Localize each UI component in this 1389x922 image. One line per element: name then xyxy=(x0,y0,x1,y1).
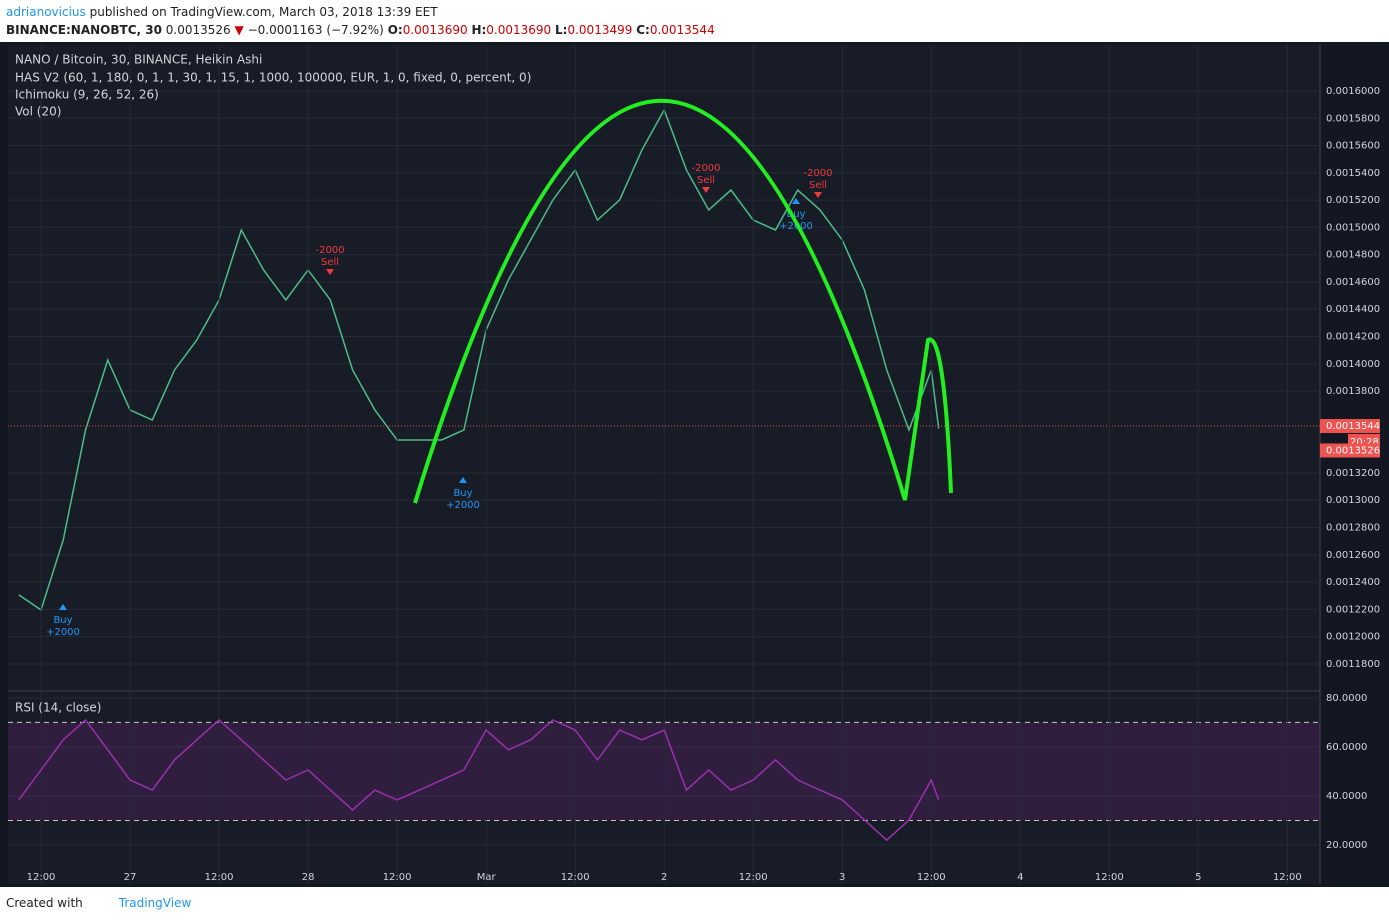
value: 0.0013690 xyxy=(486,23,552,37)
signal-label: Sell xyxy=(321,257,339,268)
signal-label: Buy xyxy=(786,209,805,220)
y-tick-label: 0.0012000 xyxy=(1326,632,1380,643)
trend-drawing xyxy=(413,98,953,504)
y-tick-label: 0.0012800 xyxy=(1326,523,1380,534)
indicator-label: HAS V2 (60, 1, 180, 0, 1, 1, 30, 1, 15, … xyxy=(15,71,531,85)
created: Created with xyxy=(6,896,83,910)
y-tick-label: 0.0014800 xyxy=(1326,250,1380,261)
footer: Created with TradingView xyxy=(6,896,191,910)
y-tick-label: 0.0014000 xyxy=(1326,359,1380,370)
header-line: BINANCE:NANOBTC, 30 0.0013526 ▼ −0.00011… xyxy=(6,21,715,39)
last-price-label: 0.0013544 xyxy=(1326,421,1380,432)
signal-label: Sell xyxy=(697,175,715,186)
value: 0.0013544 xyxy=(649,23,715,37)
signal-label: -2000 xyxy=(691,163,720,174)
x-tick-label: Mar xyxy=(477,872,497,883)
data-line xyxy=(18,718,940,842)
indicator-label: Vol (20) xyxy=(15,105,61,119)
last-close-box xyxy=(1320,443,1380,458)
y-tick-label: 0.0012200 xyxy=(1326,604,1380,615)
x-tick-label: 12:00 xyxy=(917,872,946,883)
signal-label: -2000 xyxy=(803,168,832,179)
arrow: ▼ xyxy=(234,23,244,37)
y-tick-label: 0.0014600 xyxy=(1326,277,1380,288)
x-tick-label: 12:00 xyxy=(1095,872,1124,883)
header: adrianovicius published on TradingView.c… xyxy=(6,3,715,39)
y-tick-label: 0.0014400 xyxy=(1326,304,1380,315)
x-tick-label: 28 xyxy=(302,872,315,883)
signal-arrow xyxy=(702,187,710,193)
x-tick-label: 5 xyxy=(1195,872,1201,883)
y-tick-label: 0.0015000 xyxy=(1326,222,1380,233)
x-tick-label: 3 xyxy=(839,872,845,883)
y-tick-label: 0.0012400 xyxy=(1326,577,1380,588)
x-tick-label: 12:00 xyxy=(561,872,590,883)
y-tick-label: 20.0000 xyxy=(1326,840,1367,851)
signal-label: +2000 xyxy=(446,500,480,511)
y-tick-label: 0.0015800 xyxy=(1326,113,1380,124)
x-tick-label: 12:00 xyxy=(205,872,234,883)
value: 0.0013499 xyxy=(567,23,633,37)
label: L: xyxy=(555,23,568,37)
y-tick-label: 0.0013800 xyxy=(1326,386,1380,397)
y-tick-label: 0.0013200 xyxy=(1326,468,1380,479)
value: 0.0013690 xyxy=(402,23,468,37)
x-tick-label: 12:00 xyxy=(739,872,768,883)
brand[interactable]: TradingView xyxy=(118,896,192,910)
published: published on TradingView.com, March 03, … xyxy=(89,5,438,19)
symbol: BINANCE:NANOBTC, 30 xyxy=(6,23,162,37)
label: H: xyxy=(471,23,487,37)
x-tick-label: 12:00 xyxy=(383,872,412,883)
signal-label: +2000 xyxy=(779,221,813,232)
y-tick-label: 0.0011800 xyxy=(1326,659,1380,670)
price-title: NANO / Bitcoin, 30, BINANCE, Heikin Ashi xyxy=(15,53,262,67)
y-tick-label: 0.0014200 xyxy=(1326,332,1380,343)
x-tick-label: 2 xyxy=(661,872,667,883)
label: C: xyxy=(636,23,650,37)
signal-label: Sell xyxy=(809,180,827,191)
signal-label: -2000 xyxy=(315,245,344,256)
y-tick-label: 60.0000 xyxy=(1326,742,1367,753)
signal-arrow xyxy=(326,269,334,275)
last-price-box xyxy=(1320,419,1380,434)
y-tick-label: 0.0015400 xyxy=(1326,168,1380,179)
y-tick-label: 0.0015600 xyxy=(1326,141,1380,152)
parabola-drawing xyxy=(413,98,953,504)
signal-label: +2000 xyxy=(46,627,80,638)
y-tick-label: 40.0000 xyxy=(1326,791,1367,802)
label: O: xyxy=(387,23,403,37)
signal-arrow xyxy=(814,192,822,198)
last: 0.0013526 xyxy=(165,23,231,37)
y-tick-label: 0.0013000 xyxy=(1326,495,1380,506)
signal-arrow xyxy=(792,198,800,204)
x-tick-label: 4 xyxy=(1017,872,1023,883)
x-tick-label: 27 xyxy=(124,872,137,883)
signal-label: Buy xyxy=(453,488,472,499)
author: adrianovicius xyxy=(6,5,86,19)
x-tick-label: 12:00 xyxy=(1273,872,1302,883)
header-line: adrianovicius published on TradingView.c… xyxy=(6,3,715,21)
y-tick-label: 80.0000 xyxy=(1326,693,1367,704)
rsi-title: RSI (14, close) xyxy=(15,701,101,715)
indicator-label: Ichimoku (9, 26, 52, 26) xyxy=(15,88,159,102)
signal-label: Buy xyxy=(53,615,72,626)
x-tick-label: 12:00 xyxy=(27,872,56,883)
last-close-label: 0.0013526 xyxy=(1326,445,1380,456)
signal-arrow xyxy=(459,477,467,483)
change: −0.0001163 (−7.92%) xyxy=(247,23,384,37)
y-tick-label: 0.0012600 xyxy=(1326,550,1380,561)
y-tick-label: 0.0015200 xyxy=(1326,195,1380,206)
y-tick-label: 0.0016000 xyxy=(1326,86,1380,97)
countdown: 20:28 xyxy=(1350,437,1379,448)
signal-arrow xyxy=(59,604,67,610)
